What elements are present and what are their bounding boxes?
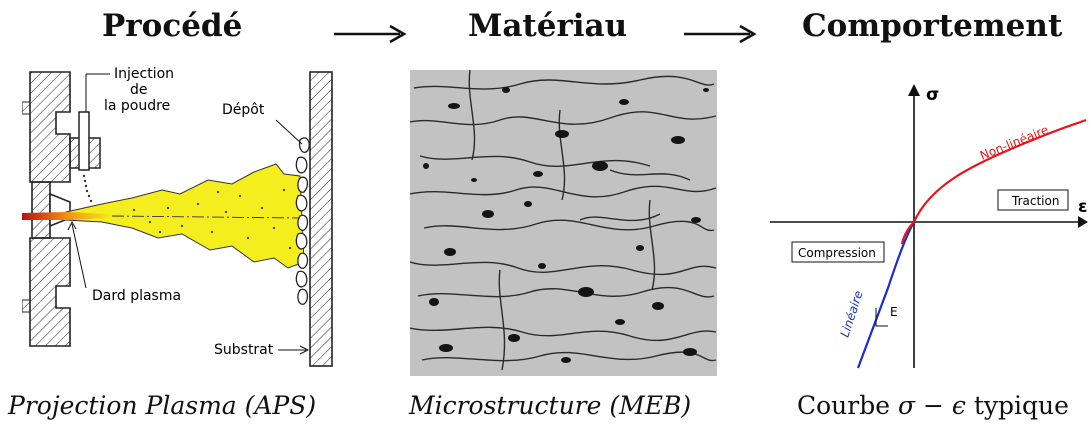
label-substrate: Substrat: [214, 342, 274, 358]
y-axis-label: σ: [926, 85, 939, 105]
pores: [423, 87, 709, 363]
stress-strain-diagram: σ ε E Non-linéaire Linéaire Traction Com…: [770, 84, 1088, 369]
traction-label: Traction: [1011, 194, 1059, 208]
traction-box: [997, 189, 1069, 211]
nonlinear-label: Non-linéaire: [978, 123, 1051, 163]
heading-material: Matériau: [468, 8, 628, 44]
label-injection-3: la poudre: [104, 98, 170, 114]
nonlinear-curve: [912, 118, 1087, 223]
process-diagram: Injection de la poudre Dépôt Dard plasma…: [22, 66, 333, 367]
label-injection-1: Injection: [114, 66, 174, 82]
caption-behavior-suffix: typique: [965, 391, 1069, 420]
caption-process: Projection Plasma (APS): [8, 391, 317, 420]
arrowhead-icon: [1078, 216, 1088, 228]
modulus-label: E: [890, 305, 898, 319]
caption-material: Microstructure (MEB): [409, 391, 692, 420]
powder-injector: [69, 111, 101, 203]
label-deposit: Dépôt: [222, 102, 265, 118]
compression-box: [791, 241, 885, 263]
deposit-layer: [295, 137, 310, 305]
caption-behavior-prefix: Courbe: [797, 391, 898, 420]
arrow-icon: [334, 24, 407, 44]
arrowhead-icon: [908, 84, 920, 96]
linear-label: Linéaire: [838, 289, 866, 339]
caption-behavior-formula: σ − ϵ: [897, 391, 966, 420]
linear-curve: [856, 221, 915, 369]
x-axis-label: ε: [1078, 197, 1087, 217]
torch-body: [22, 71, 71, 347]
substrate: [309, 71, 333, 367]
arrow-icon: [684, 24, 757, 44]
compression-label: Compression: [798, 246, 876, 260]
heading-process: Procédé: [102, 8, 243, 44]
sem-micrograph: [410, 70, 717, 376]
heading-behavior: Comportement: [802, 8, 1063, 44]
label-injection-2: de: [130, 82, 148, 98]
caption-behavior: Courbe σ − ϵ typique: [797, 391, 1069, 420]
plasma-jet: [22, 163, 305, 269]
label-plasma-jet: Dard plasma: [92, 288, 181, 304]
